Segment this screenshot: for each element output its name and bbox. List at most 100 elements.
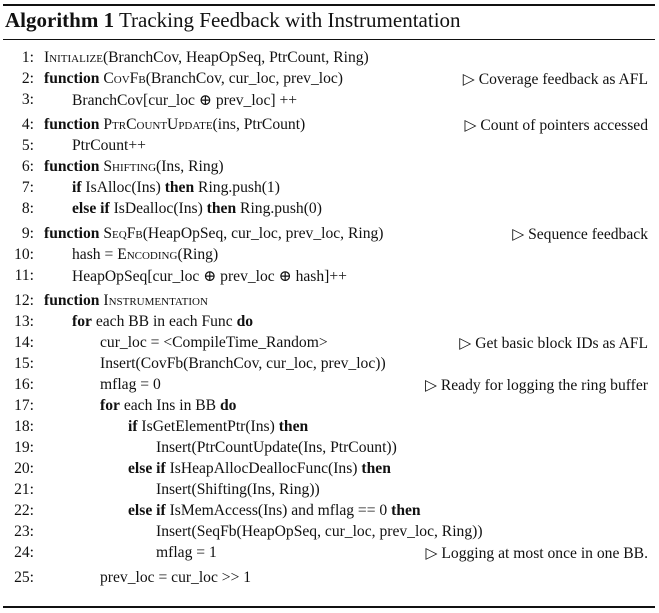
line-code: Insert(CovFb(BranchCov, cur_loc, prev_lo… xyxy=(100,355,386,373)
line-number: 9: xyxy=(21,225,34,242)
line-number: 17: xyxy=(14,397,34,414)
line-code: HeapOpSeq[cur_loc ⊕ prev_loc ⊕ hash]++ xyxy=(72,267,347,286)
line-number: 13: xyxy=(14,313,34,330)
line-code: prev_loc = cur_loc >> 1 xyxy=(100,569,251,587)
code-text: Insert(Shifting(Ins, Ring)) xyxy=(156,481,320,498)
code-text: PtrCount++ xyxy=(72,137,146,154)
line-number: 20: xyxy=(14,460,34,477)
line-number: 14: xyxy=(14,334,34,351)
line-comment: ▷ Sequence feedback xyxy=(512,226,648,243)
line-code: Insert(PtrCountUpdate(Ins, PtrCount)) xyxy=(156,439,397,457)
algorithm-line: 12: function Instrumentation xyxy=(0,292,659,313)
line-number: 2: xyxy=(21,70,34,87)
keyword: then xyxy=(391,502,421,519)
algorithm-line: 19: Insert(PtrCountUpdate(Ins, PtrCount)) xyxy=(0,439,659,460)
algorithm-line: 6: function Shifting(Ins, Ring) xyxy=(0,158,659,179)
code-text: Insert(CovFb(BranchCov, cur_loc, prev_lo… xyxy=(100,355,386,372)
algorithm-label: Algorithm 1 xyxy=(5,8,115,32)
algorithm-line: 15: Insert(CovFb(BranchCov, cur_loc, prev… xyxy=(0,355,659,376)
keyword: do xyxy=(236,313,254,330)
code-text: Insert(PtrCountUpdate(Ins, PtrCount)) xyxy=(156,439,397,456)
keyword: then xyxy=(361,460,391,477)
line-number: 1: xyxy=(21,49,34,66)
line-comment: ▷ Get basic block IDs as AFL xyxy=(459,335,648,352)
code-text: (ins, PtrCount) xyxy=(212,116,306,133)
keyword: else if xyxy=(128,502,166,519)
code-text: HeapOpSeq[cur_loc ⊕ prev_loc ⊕ hash]++ xyxy=(72,268,347,285)
procedure-name: Encoding xyxy=(117,246,178,263)
code-text: IsMemAccess(Ins) and mflag == 0 xyxy=(165,502,392,519)
line-code: BranchCov[cur_loc ⊕ prev_loc] ++ xyxy=(72,91,297,110)
algorithm-line: 22: else if IsMemAccess(Ins) and mflag ==… xyxy=(0,502,659,523)
line-number: 7: xyxy=(21,179,34,196)
line-code: for each Ins in BB do xyxy=(100,397,236,415)
line-code: function SeqFb(HeapOpSeq, cur_loc, prev_… xyxy=(44,225,384,243)
procedure-name: Initialize xyxy=(44,49,103,66)
keyword: for xyxy=(100,397,120,414)
line-comment: ▷ Coverage feedback as AFL xyxy=(462,71,648,88)
code-text: prev_loc = cur_loc >> 1 xyxy=(100,569,252,586)
keyword: function xyxy=(44,292,100,309)
line-code: function CovFb(BranchCov, cur_loc, prev_… xyxy=(44,70,343,88)
line-code: mflag = 0 xyxy=(100,376,161,394)
code-text: IsGetElementPtr(Ins) xyxy=(137,418,279,435)
line-number: 3: xyxy=(21,91,34,108)
line-code: Initialize(BranchCov, HeapOpSeq, PtrCoun… xyxy=(44,49,369,67)
line-code: Insert(SeqFb(HeapOpSeq, cur_loc, prev_lo… xyxy=(156,523,483,541)
line-code: cur_loc = <CompileTime_Random> xyxy=(100,334,328,352)
line-number: 8: xyxy=(21,200,34,217)
line-comment: ▷ Logging at most once in one BB. xyxy=(425,545,649,562)
line-number: 18: xyxy=(14,418,34,435)
line-code: else if IsHeapAllocDeallocFunc(Ins) then xyxy=(128,460,391,478)
algorithm-line: 5: PtrCount++ xyxy=(0,137,659,158)
algorithm-line: 7: if IsAlloc(Ins) then Ring.push(1) xyxy=(0,179,659,200)
line-number: 19: xyxy=(14,439,34,456)
line-number: 25: xyxy=(14,569,34,586)
keyword: for xyxy=(72,313,92,330)
bottom-rule xyxy=(3,606,655,608)
algorithm-line: 18: if IsGetElementPtr(Ins) then xyxy=(0,418,659,439)
line-number: 22: xyxy=(14,502,34,519)
code-text: each BB in each Func xyxy=(91,313,237,330)
line-number: 15: xyxy=(14,355,34,372)
code-text: mflag = 0 xyxy=(100,376,161,393)
code-text: each Ins in BB xyxy=(119,397,220,414)
line-comment: ▷ Ready for logging the ring buffer xyxy=(424,377,648,394)
line-code: else if IsMemAccess(Ins) and mflag == 0 … xyxy=(128,502,421,520)
keyword: function xyxy=(44,158,100,175)
code-text: cur_loc = <CompileTime_Random> xyxy=(100,334,328,351)
line-code: function Shifting(Ins, Ring) xyxy=(44,158,224,176)
algorithm-caption: Algorithm 1 Tracking Feedback with Instr… xyxy=(5,8,461,33)
line-number: 24: xyxy=(14,544,34,561)
line-code: Insert(Shifting(Ins, Ring)) xyxy=(156,481,320,499)
keyword: do xyxy=(219,397,237,414)
line-code: function PtrCountUpdate(ins, PtrCount) xyxy=(44,116,305,134)
algorithm-line: 4: function PtrCountUpdate(ins, PtrCount)… xyxy=(0,116,659,137)
line-number: 6: xyxy=(21,158,34,175)
keyword: if xyxy=(72,179,82,196)
keyword: if xyxy=(128,418,138,435)
algorithm-line: 10: hash = Encoding(Ring) xyxy=(0,246,659,267)
line-code: mflag = 1 xyxy=(156,544,217,562)
algorithm-line: 2: function CovFb(BranchCov, cur_loc, pre… xyxy=(0,70,659,91)
code-text: (BranchCov, cur_loc, prev_loc) xyxy=(145,70,343,87)
algorithm-line: 25: prev_loc = cur_loc >> 1 xyxy=(0,569,659,590)
code-text: (Ins, Ring) xyxy=(156,158,224,175)
keyword: else if xyxy=(72,200,110,217)
top-rule xyxy=(3,4,655,6)
line-number: 12: xyxy=(14,292,34,309)
procedure-name: CovFb xyxy=(103,70,146,87)
line-comment: ▷ Count of pointers accessed xyxy=(464,117,648,134)
line-code: else if IsDealloc(Ins) then Ring.push(0) xyxy=(72,200,322,218)
code-text: Insert(SeqFb(HeapOpSeq, cur_loc, prev_lo… xyxy=(156,523,483,540)
procedure-name: Instrumentation xyxy=(103,292,208,309)
algorithm-line: 9: function SeqFb(HeapOpSeq, cur_loc, pre… xyxy=(0,225,659,246)
keyword: then xyxy=(164,179,195,196)
algorithm-line: 14: cur_loc = <CompileTime_Random> ▷ Get b… xyxy=(0,334,659,355)
line-code: for each BB in each Func do xyxy=(72,313,253,331)
algorithm-line: 17: for each Ins in BB do xyxy=(0,397,659,418)
code-text: mflag = 1 xyxy=(156,544,217,561)
procedure-name: Shifting xyxy=(103,158,157,175)
code-text: IsHeapAllocDeallocFunc(Ins) xyxy=(165,460,362,477)
code-text: Ring.push(1) xyxy=(194,179,280,196)
